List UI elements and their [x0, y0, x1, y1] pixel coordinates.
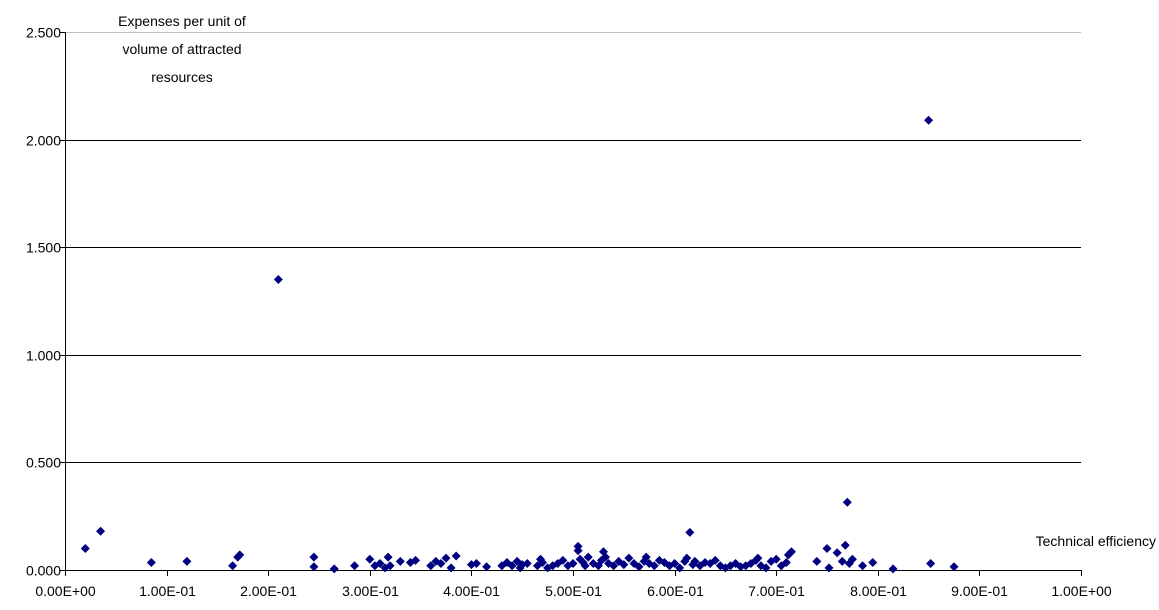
data-point: [411, 555, 421, 565]
x-tick-label: 6.00E-01: [647, 583, 704, 599]
data-point: [842, 497, 852, 507]
y-tick-label: 0.000: [26, 563, 61, 579]
data-point: [781, 557, 791, 567]
y-axis-title-line-1: Expenses per unit of: [118, 13, 246, 29]
data-point: [670, 559, 680, 569]
x-axis-title: Technical efficiency: [1036, 533, 1156, 549]
data-point: [822, 543, 832, 553]
data-point: [786, 547, 796, 557]
data-point: [634, 562, 644, 572]
data-point: [812, 556, 822, 566]
data-point: [350, 561, 360, 571]
x-tick-label: 2.00E-01: [240, 583, 297, 599]
data-point: [395, 556, 405, 566]
data-point: [761, 563, 771, 573]
data-point: [309, 562, 319, 572]
data-point: [436, 559, 446, 569]
data-points: [80, 115, 959, 574]
x-tick-label: 8.00E-01: [850, 583, 907, 599]
data-point: [568, 559, 578, 569]
data-point: [558, 555, 568, 565]
data-point: [837, 556, 847, 566]
x-tick-label: 4.00E-01: [443, 583, 500, 599]
data-point: [858, 561, 868, 571]
x-tick-label: 5.00E-01: [545, 583, 602, 599]
data-point: [573, 546, 583, 556]
data-point: [451, 551, 461, 561]
data-point: [385, 561, 395, 571]
y-tick-label: 1.500: [26, 240, 61, 256]
data-point: [182, 556, 192, 566]
data-point: [619, 560, 629, 570]
data-point: [580, 561, 590, 571]
x-tick-label: 1.00E-01: [139, 583, 196, 599]
gridlines: [65, 32, 1081, 463]
x-tick-label: 1.00E+00: [1051, 583, 1112, 599]
data-point: [441, 553, 451, 563]
data-point: [365, 554, 375, 564]
x-tick-label: 0.00E+00: [35, 583, 96, 599]
x-tick-label: 3.00E-01: [342, 583, 399, 599]
data-point: [710, 555, 720, 565]
data-point: [146, 557, 156, 567]
data-point: [753, 553, 763, 563]
data-point: [471, 559, 481, 569]
x-tick-label: 9.00E-01: [951, 583, 1008, 599]
data-point: [601, 552, 611, 562]
data-point: [624, 553, 634, 563]
data-point: [583, 552, 593, 562]
data-point: [840, 540, 850, 550]
y-tick-label: 2.000: [26, 133, 61, 149]
data-point: [682, 553, 692, 563]
data-point: [383, 552, 393, 562]
data-point: [228, 561, 238, 571]
data-point: [832, 548, 842, 558]
y-axis-title-line-2: volume of attracted: [122, 41, 241, 57]
y-axis-title-line-3: resources: [151, 69, 212, 85]
data-point: [96, 526, 106, 536]
data-point: [888, 564, 898, 574]
data-point: [507, 561, 517, 571]
y-tick-label: 2.500: [26, 25, 61, 41]
data-point: [675, 563, 685, 573]
data-point: [641, 552, 651, 562]
data-point: [926, 559, 936, 569]
data-point: [426, 561, 436, 571]
data-point: [329, 564, 339, 574]
data-point: [868, 557, 878, 567]
data-point: [522, 559, 532, 569]
data-point: [847, 554, 857, 564]
data-point: [609, 561, 619, 571]
y-tick-label: 0.500: [26, 455, 61, 471]
data-point: [235, 550, 245, 560]
data-point: [824, 563, 834, 573]
x-tick-label: 7.00E-01: [748, 583, 805, 599]
data-point: [538, 557, 548, 567]
data-point: [685, 527, 695, 537]
tick-labels: 0.000 0.500 1.000 1.500 2.000 2.500 0.00E+00 1.…: [26, 25, 1112, 600]
data-point: [949, 562, 959, 572]
data-point: [649, 561, 659, 571]
data-point: [446, 563, 456, 573]
data-point: [375, 559, 385, 569]
data-point: [80, 543, 90, 553]
data-point: [482, 562, 492, 572]
data-point: [690, 556, 700, 566]
y-tick-label: 1.000: [26, 348, 61, 364]
axes: [60, 32, 1082, 576]
data-point: [771, 554, 781, 564]
data-point: [273, 274, 283, 284]
data-point: [924, 115, 934, 125]
data-point: [309, 552, 319, 562]
